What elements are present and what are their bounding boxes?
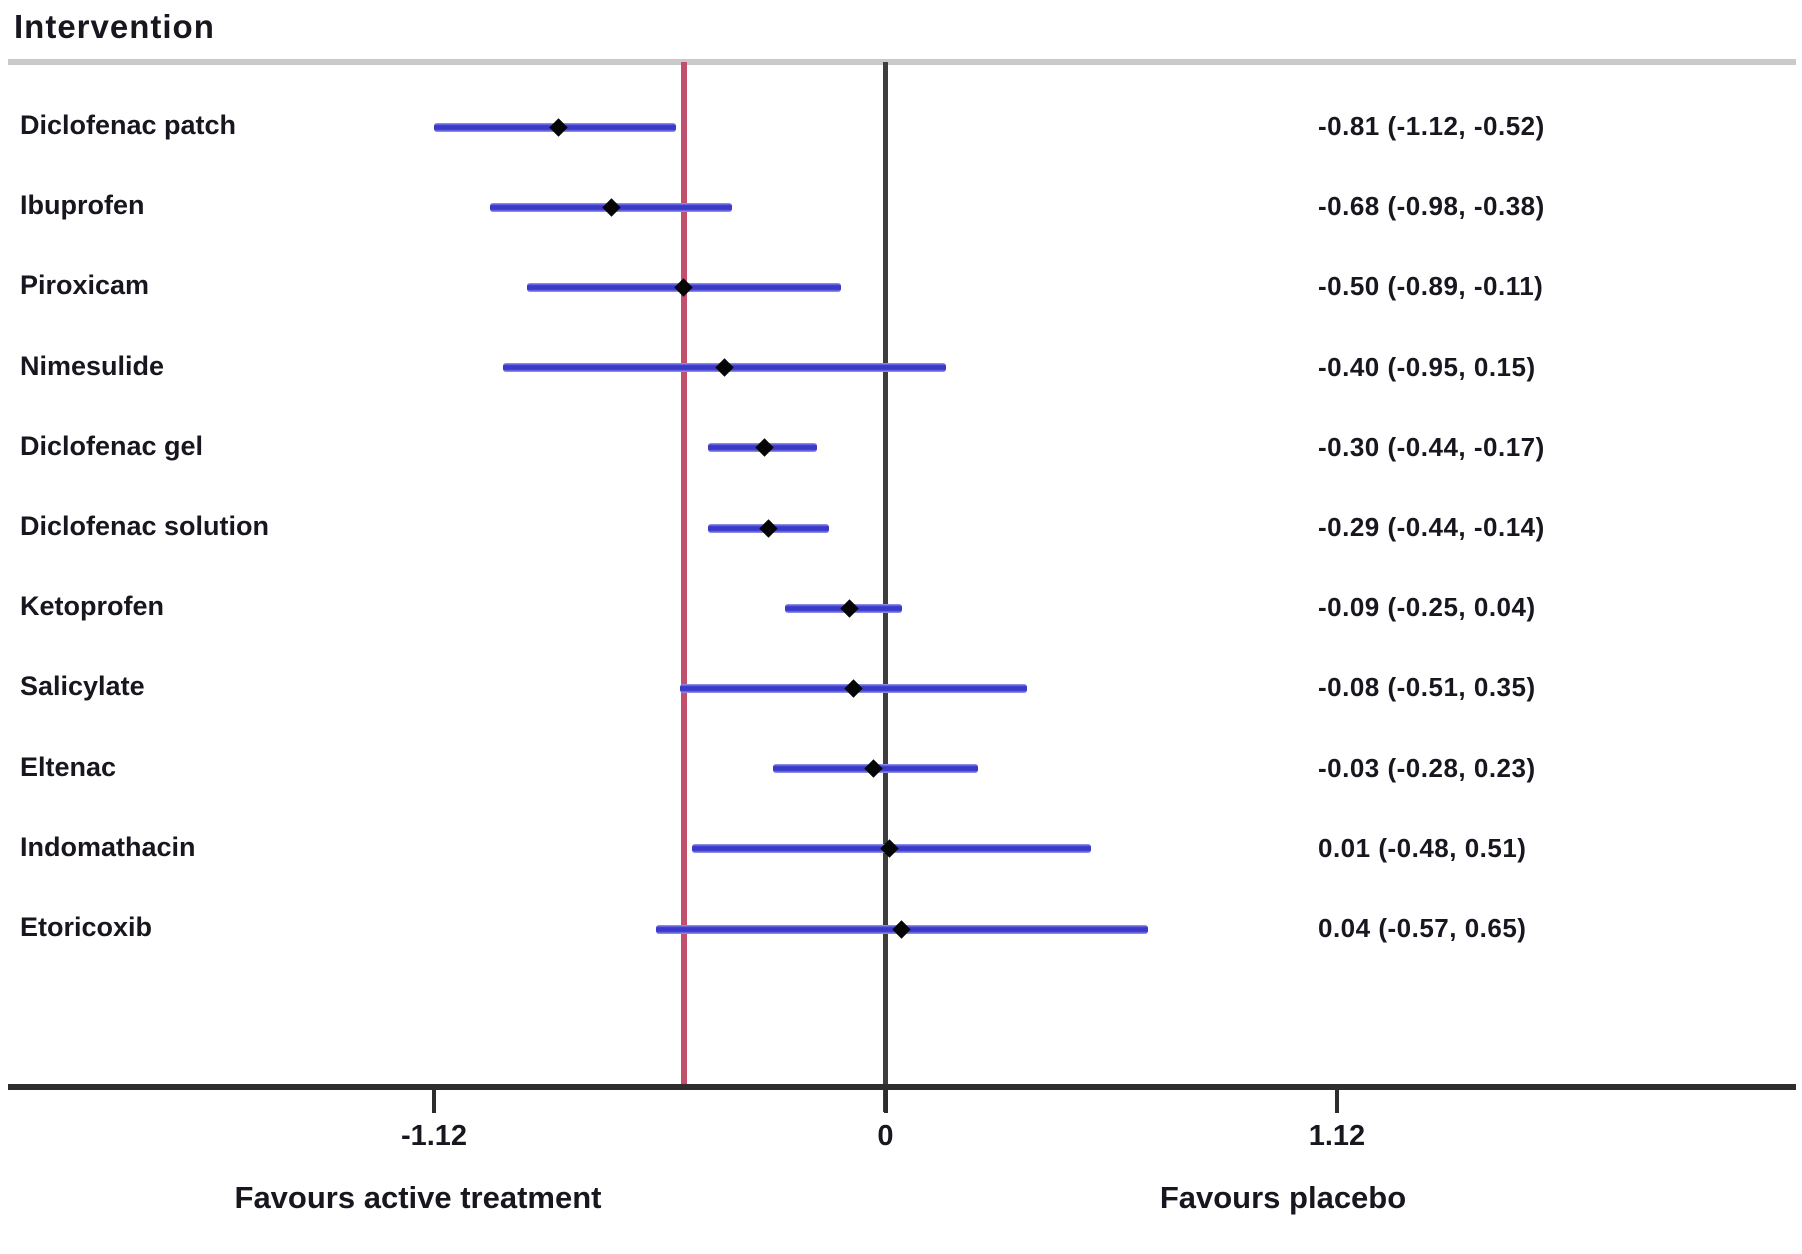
favours-active-treatment-label: Favours active treatment [234,1180,602,1215]
point-estimate-marker [840,598,859,618]
x-axis-tick [883,1087,888,1113]
point-estimate-marker [892,919,911,939]
x-axis-tick [1334,1087,1339,1113]
estimate-text: -0.40 (-0.95, 0.15) [1318,351,1536,382]
intervention-label: Eltenac [20,751,117,782]
estimate-text: -0.29 (-0.44, -0.14) [1318,512,1545,542]
intervention-label: Piroxicam [20,270,150,301]
intervention-label: Diclofenac gel [20,430,204,461]
intervention-label: Etoricoxib [20,912,153,942]
intervention-label: Ketoprofen [20,591,164,622]
point-estimate-marker [715,358,734,377]
intervention-label: Diclofenac patch [20,110,237,140]
clinical-reference-line [680,62,687,1087]
column-header-intervention: Intervention [14,8,215,45]
intervention-label: Nimesulide [20,350,165,381]
zero-line [883,62,888,1112]
intervention-label: Salicylate [20,671,145,702]
favours-placebo-label: Favours placebo [1159,1180,1407,1215]
x-axis-tick-label: 0 [877,1120,894,1152]
estimate-text: -0.30 (-0.44, -0.17) [1318,431,1545,462]
point-estimate-marker [755,438,774,457]
x-axis-tick-label: 1.12 [1308,1120,1366,1152]
x-axis-tick [432,1087,437,1113]
point-estimate-marker [549,117,569,137]
intervention-label: Ibuprofen [20,190,145,221]
estimate-text: -0.68 (-0.98, -0.38) [1318,191,1545,222]
estimate-text: -0.08 (-0.51, 0.35) [1318,672,1536,703]
point-estimate-marker [844,679,863,698]
estimate-text: 0.04 (-0.57, 0.65) [1318,913,1527,943]
estimate-text: -0.50 (-0.89, -0.11) [1318,271,1544,302]
estimate-text: 0.01 (-0.48, 0.51) [1318,832,1527,863]
point-estimate-marker [602,197,621,217]
intervention-label: Diclofenac solution [20,511,270,541]
intervention-label: Indomathacin [20,831,196,862]
estimate-text: -0.81 (-1.12, -0.52) [1318,111,1545,141]
point-estimate-marker [674,278,694,297]
point-estimate-marker [864,759,883,778]
header-separator-line [8,59,1796,65]
x-axis-line [8,1084,1796,1090]
estimate-text: -0.03 (-0.28, 0.23) [1318,752,1536,783]
x-axis-tick-label: -1.12 [400,1120,468,1152]
estimate-text: -0.09 (-0.25, 0.04) [1318,592,1536,623]
point-estimate-marker [759,518,778,538]
